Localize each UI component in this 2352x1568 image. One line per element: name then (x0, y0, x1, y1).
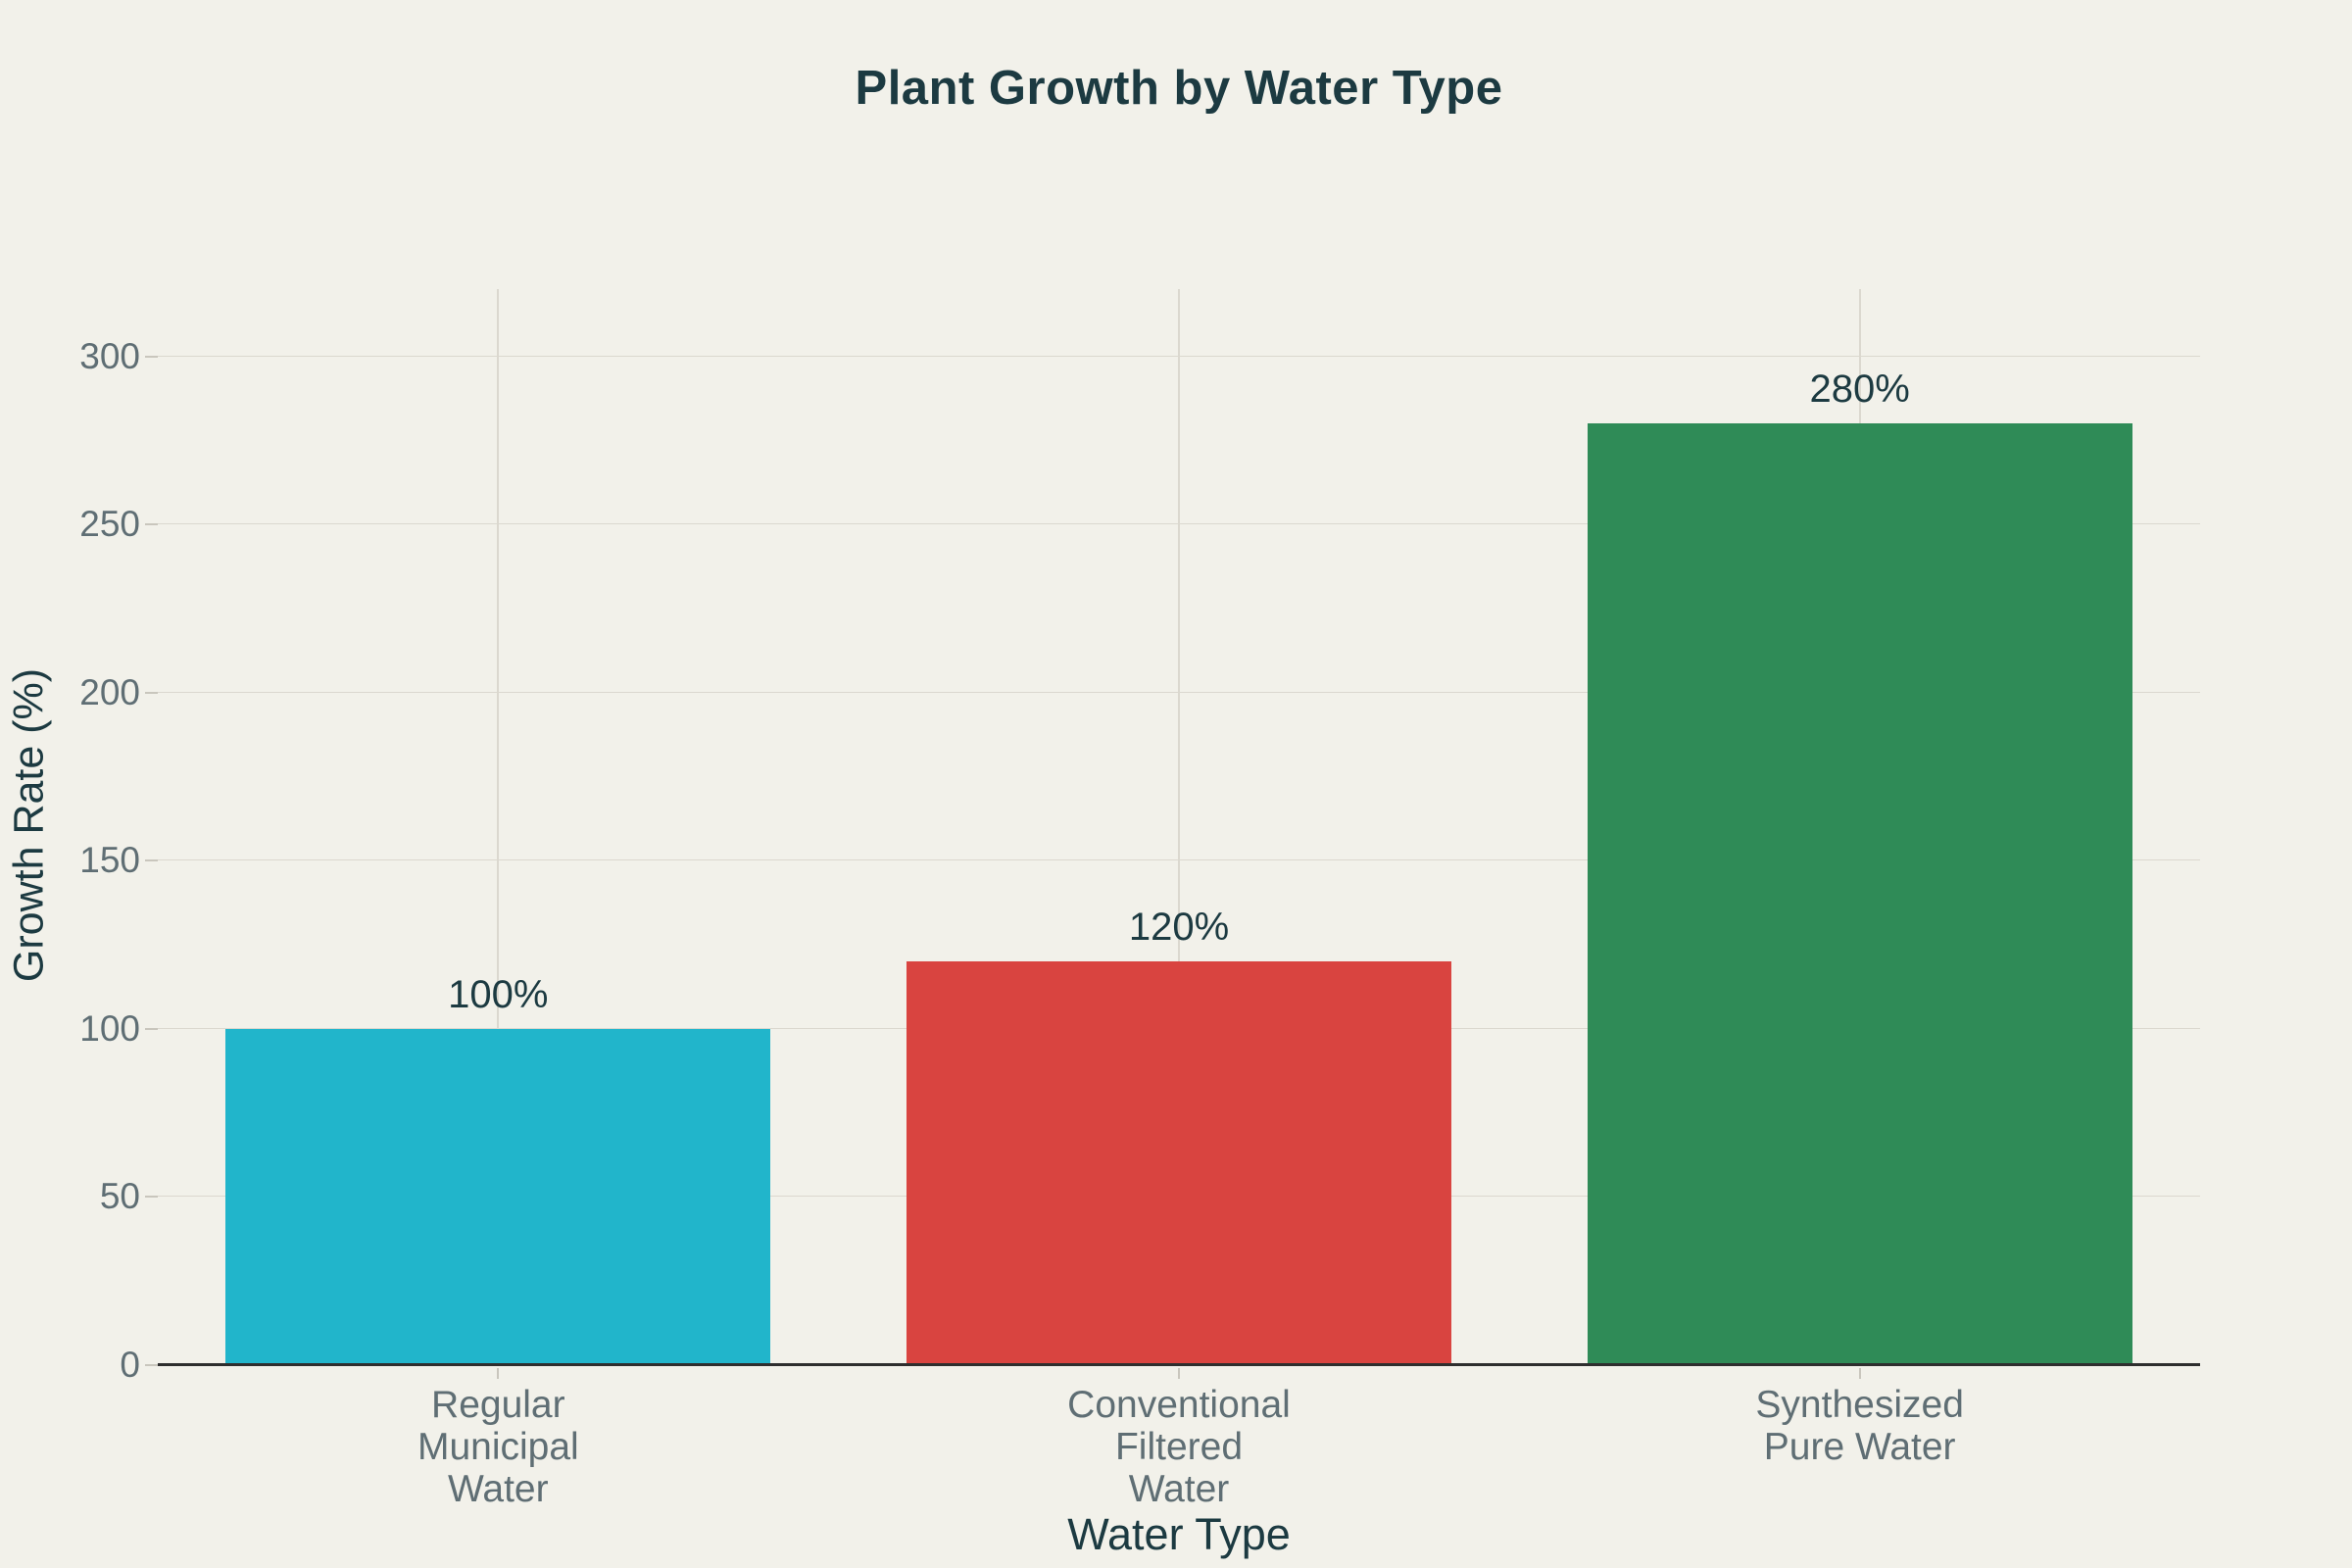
chart-title: Plant Growth by Water Type (855, 62, 1503, 115)
bar-3 (1587, 423, 2132, 1365)
bar-2 (906, 961, 1451, 1365)
bar-value-label: 120% (1128, 906, 1230, 950)
x-category-label: Conventional Filtered Water (1067, 1384, 1291, 1510)
bar-1 (225, 1028, 771, 1365)
y-axis-title: Growth Rate (%) (5, 667, 53, 983)
y-tick-mark (145, 859, 158, 862)
x-tick-mark (1178, 1368, 1180, 1379)
x-axis-line (158, 1363, 2200, 1366)
bar-value-label: 100% (448, 972, 549, 1016)
y-tick-label: 0 (120, 1345, 140, 1385)
x-tick-mark (497, 1368, 500, 1379)
y-tick-label: 50 (99, 1176, 140, 1217)
x-tick-mark (1858, 1368, 1861, 1379)
y-tick-mark (145, 1364, 158, 1366)
y-tick-label: 150 (79, 840, 140, 881)
y-tick-mark (145, 1196, 158, 1199)
x-category-label: Regular Municipal Water (416, 1384, 579, 1510)
y-tick-label: 300 (79, 335, 140, 376)
bar-value-label: 280% (1809, 368, 1910, 412)
plot-area: 100% 120% 280% (158, 289, 2200, 1366)
x-axis-title: Water Type (1067, 1509, 1291, 1559)
gridline-vertical (1178, 289, 1180, 1365)
y-tick-mark (145, 1027, 158, 1030)
gridline-vertical (497, 289, 500, 1365)
y-tick-mark (145, 523, 158, 526)
y-tick-mark (145, 691, 158, 694)
y-tick-label: 200 (79, 671, 140, 712)
y-tick-mark (145, 355, 158, 358)
y-tick-label: 250 (79, 504, 140, 545)
x-category-label: Synthesized Pure Water (1755, 1384, 1964, 1468)
y-tick-label: 100 (79, 1007, 140, 1049)
